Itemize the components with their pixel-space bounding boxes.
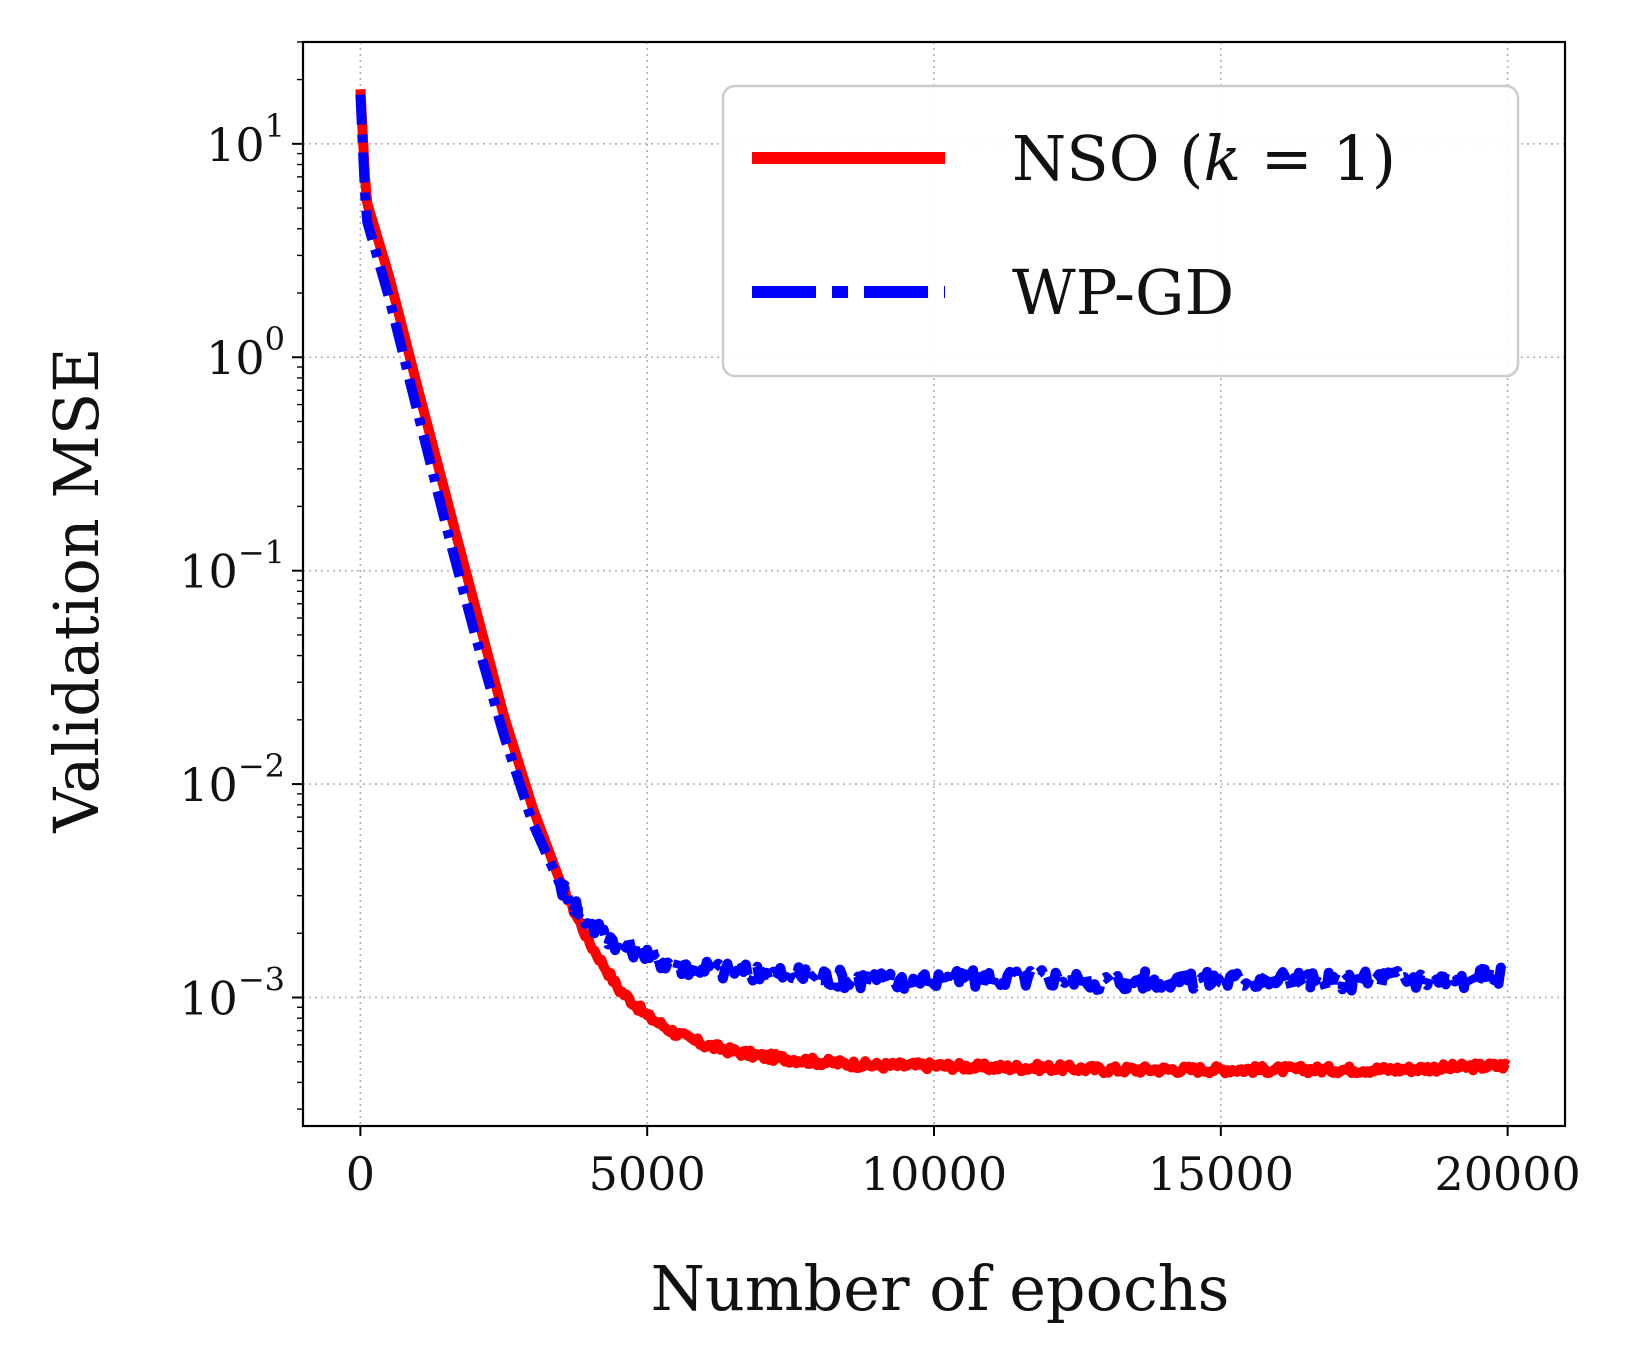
x-tick-label: 5000: [589, 1147, 706, 1201]
y-tick-label: 100: [206, 320, 285, 385]
legend-label-suffix: = 1): [1241, 122, 1396, 195]
y-tick-base: 10: [179, 972, 238, 1026]
series-line-nso: [355, 89, 1511, 1079]
y-tick-exponent: 0: [265, 320, 285, 358]
series-line-wp-gd: [355, 94, 1512, 996]
legend-label: NSO (k = 1): [1012, 122, 1396, 195]
y-tick-label: 10−1: [179, 534, 285, 599]
y-tick-base: 10: [179, 545, 238, 599]
y-tick-base: 10: [179, 758, 238, 812]
y-tick-base: 10: [206, 118, 265, 172]
x-axis-title: Number of epochs: [651, 1252, 1230, 1325]
x-tick-label: 10000: [861, 1147, 1007, 1201]
y-tick-exponent: −1: [238, 534, 285, 572]
legend-label-variable: k: [1203, 122, 1241, 195]
series-lines: [355, 89, 1512, 1079]
y-tick-label: 101: [206, 107, 285, 172]
y-tick-label: 10−2: [179, 747, 285, 812]
legend-label: WP-GD: [1012, 256, 1234, 329]
y-tick-exponent: −3: [238, 961, 285, 999]
y-tick-exponent: 1: [265, 107, 285, 145]
x-tick-label: 0: [346, 1147, 375, 1201]
y-tick-base: 10: [206, 331, 265, 385]
legend: NSO (k = 1)WP-GD: [721, 84, 1520, 378]
legend-label-text: NSO (: [1012, 122, 1203, 195]
x-tick-label: 15000: [1148, 1147, 1294, 1201]
y-tick-exponent: −2: [238, 747, 285, 785]
y-tick-label: 10−3: [179, 961, 285, 1026]
y-axis-title: Validation MSE: [40, 347, 113, 833]
x-tick-label: 20000: [1434, 1147, 1580, 1201]
legend-label-text: WP-GD: [1012, 256, 1234, 329]
